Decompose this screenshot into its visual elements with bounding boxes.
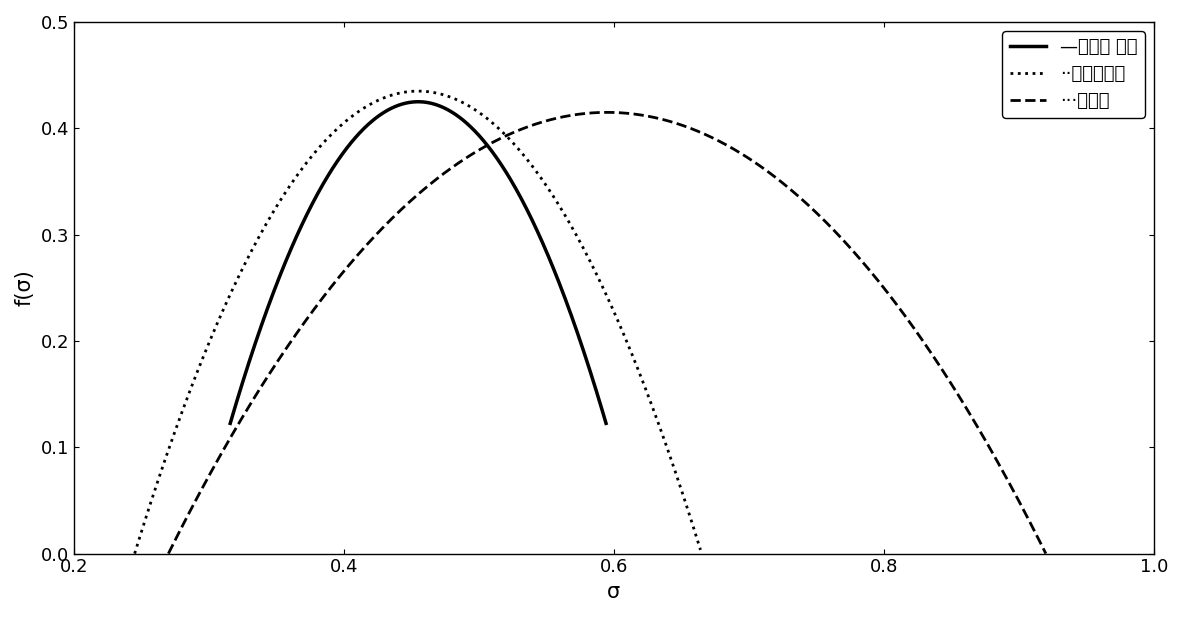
X-axis label: σ: σ [607, 582, 620, 602]
Legend: —喷气式 飞机, ··螺旋桨飞机, ···直升机: —喷气式 飞机, ··螺旋桨飞机, ···直升机 [1002, 31, 1145, 117]
Y-axis label: f(σ): f(σ) [15, 270, 35, 306]
